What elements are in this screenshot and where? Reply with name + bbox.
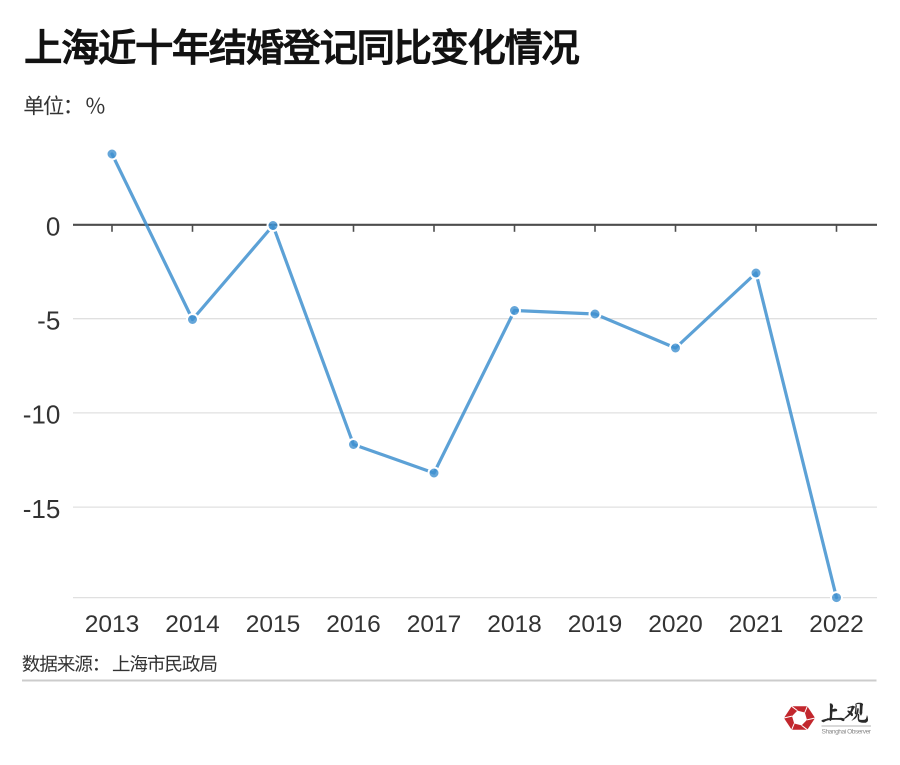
- svg-text:2020: 2020: [648, 611, 703, 638]
- svg-text:Shanghai Observer: Shanghai Observer: [822, 729, 872, 736]
- svg-text:-10: -10: [23, 400, 61, 430]
- svg-text:2014: 2014: [165, 611, 220, 638]
- svg-text:2022: 2022: [809, 611, 864, 638]
- svg-text:0: 0: [46, 211, 60, 241]
- svg-text:-5: -5: [37, 306, 60, 336]
- svg-text:2013: 2013: [85, 611, 140, 638]
- svg-text:2017: 2017: [407, 611, 462, 638]
- svg-text:2018: 2018: [487, 611, 542, 638]
- svg-text:-15: -15: [23, 494, 61, 524]
- svg-text:2016: 2016: [326, 611, 381, 638]
- svg-text:2015: 2015: [246, 611, 301, 638]
- svg-text:2021: 2021: [729, 611, 784, 638]
- svg-text:2019: 2019: [568, 611, 623, 638]
